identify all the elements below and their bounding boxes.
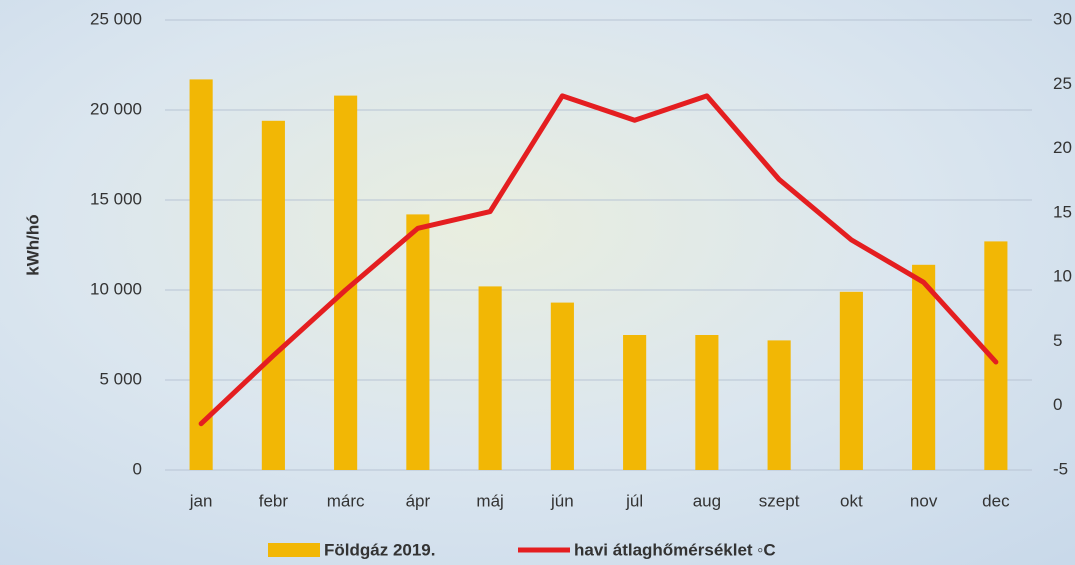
bar xyxy=(767,340,791,470)
y-tick-label: 0 xyxy=(133,459,142,478)
bar xyxy=(550,302,574,470)
y-tick-label: 25 000 xyxy=(90,9,142,28)
x-tick-label: ápr xyxy=(406,491,431,510)
bar xyxy=(912,264,936,470)
legend-label: Földgáz 2019. xyxy=(324,540,435,559)
y-tick-label: 5 000 xyxy=(99,369,142,388)
bar xyxy=(334,95,358,470)
legend-swatch xyxy=(268,543,320,557)
x-tick-label: jún xyxy=(550,491,574,510)
x-tick-label: nov xyxy=(910,491,938,510)
y2-tick-label: 30 xyxy=(1053,9,1072,28)
y-axis-label: kWh/hó xyxy=(23,214,42,275)
x-tick-label: máj xyxy=(476,491,503,510)
x-tick-label: aug xyxy=(693,491,721,510)
y2-tick-label: 0 xyxy=(1053,395,1062,414)
legend-label: havi átlaghőmérséklet ◦C xyxy=(574,540,776,559)
y2-tick-label: 10 xyxy=(1053,267,1072,286)
bar xyxy=(839,291,863,470)
y-tick-label: 10 000 xyxy=(90,279,142,298)
x-tick-label: jan xyxy=(189,491,213,510)
x-tick-label: febr xyxy=(259,491,289,510)
x-tick-label: szept xyxy=(759,491,800,510)
bar xyxy=(261,120,285,471)
y-tick-label: 15 000 xyxy=(90,189,142,208)
x-tick-label: dec xyxy=(982,491,1010,510)
y2-tick-label: 25 xyxy=(1053,74,1072,93)
x-tick-label: júl xyxy=(625,491,643,510)
bar xyxy=(478,286,502,470)
y-tick-label: 20 000 xyxy=(90,99,142,118)
y2-tick-label: 20 xyxy=(1053,138,1072,157)
x-tick-label: okt xyxy=(840,491,863,510)
bar xyxy=(189,79,213,471)
x-tick-label: márc xyxy=(327,491,365,510)
bar xyxy=(984,241,1008,470)
y2-tick-label: 15 xyxy=(1053,202,1072,221)
bar xyxy=(623,335,647,470)
line xyxy=(198,93,999,427)
y2-tick-label: -5 xyxy=(1053,459,1068,478)
y2-tick-label: 5 xyxy=(1053,331,1062,350)
bar xyxy=(406,214,430,470)
bar xyxy=(695,335,719,470)
